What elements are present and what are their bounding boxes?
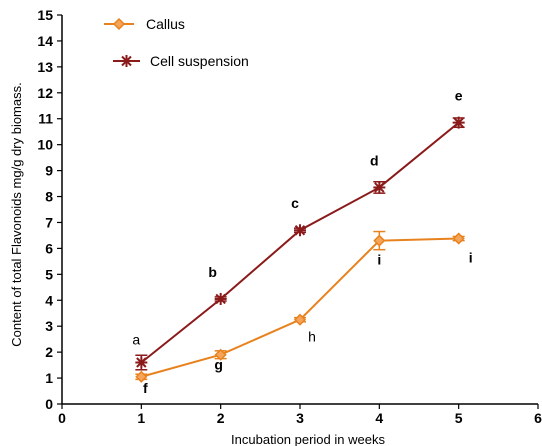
callus-point-label: i	[469, 250, 473, 266]
x-tick-label: 6	[534, 410, 542, 426]
y-tick-label: 13	[37, 59, 53, 75]
series-layer: f g h i i a b c d e	[132, 88, 472, 396]
y-tick-label: 9	[45, 163, 53, 179]
callus-point-label: f	[143, 380, 148, 396]
x-tick-label: 2	[217, 410, 225, 426]
cell-suspension-marker	[452, 116, 465, 129]
callus-point-label: g	[214, 357, 223, 373]
legend-item-cell-suspension: Cell suspension	[113, 53, 249, 69]
x-tick-label: 3	[296, 410, 304, 426]
axes	[57, 14, 539, 409]
callus-point-label: h	[308, 329, 316, 345]
y-tick-label: 4	[45, 292, 53, 308]
cell-suspension-marker	[214, 292, 227, 305]
cell-suspension-point-label: d	[370, 152, 379, 168]
x-tick-label: 1	[137, 410, 145, 426]
callus-marker	[293, 313, 307, 326]
y-axis-label: Content of total Flavonoids mg/g dry bio…	[9, 82, 24, 346]
cell-suspension-series: a b c d e	[132, 88, 465, 371]
x-tick-label: 5	[455, 410, 463, 426]
legend-item-callus: Callus	[104, 16, 185, 32]
legend: Callus Cell suspension	[104, 16, 249, 69]
cell-suspension-point-label: e	[455, 88, 463, 104]
callus-point-label: i	[377, 252, 381, 268]
callus-marker	[135, 370, 148, 383]
y-tick-label: 2	[45, 344, 53, 360]
y-tick-label: 1	[45, 370, 53, 386]
y-tick-label: 10	[37, 137, 53, 153]
y-tick-label: 15	[37, 7, 53, 23]
y-tick-label: 3	[45, 318, 53, 334]
cell-suspension-marker	[135, 356, 148, 369]
y-tick-label: 8	[45, 189, 53, 205]
cell-suspension-point-label: c	[291, 195, 299, 211]
cell-suspension-point-label: a	[132, 332, 140, 348]
cell-suspension-point-label: b	[208, 264, 217, 280]
y-tick-label: 14	[37, 33, 53, 49]
y-tick-label: 0	[45, 396, 53, 412]
cell-suspension-line	[140, 121, 460, 364]
legend-label: Callus	[146, 16, 185, 32]
y-tick-label: 6	[45, 240, 53, 256]
callus-line	[141, 237, 459, 378]
cell-suspension-marker	[120, 55, 133, 67]
callus-marker	[214, 348, 227, 361]
x-tick-label: 4	[375, 410, 383, 426]
callus-marker	[452, 232, 465, 245]
x-tick-label: 0	[58, 410, 66, 426]
x-axis-label: Incubation period in weeks	[231, 432, 385, 446]
callus-marker	[112, 17, 126, 31]
y-tick-label: 5	[45, 266, 53, 282]
legend-label: Cell suspension	[150, 53, 249, 69]
cell-suspension-marker	[373, 181, 386, 194]
y-tick-label: 11	[38, 111, 53, 127]
callus-marker	[373, 234, 386, 247]
cell-suspension-marker	[294, 224, 306, 237]
y-tick-label: 7	[45, 214, 53, 230]
callus-series: f g h i i	[135, 230, 473, 396]
y-tick-label: 12	[37, 85, 53, 101]
